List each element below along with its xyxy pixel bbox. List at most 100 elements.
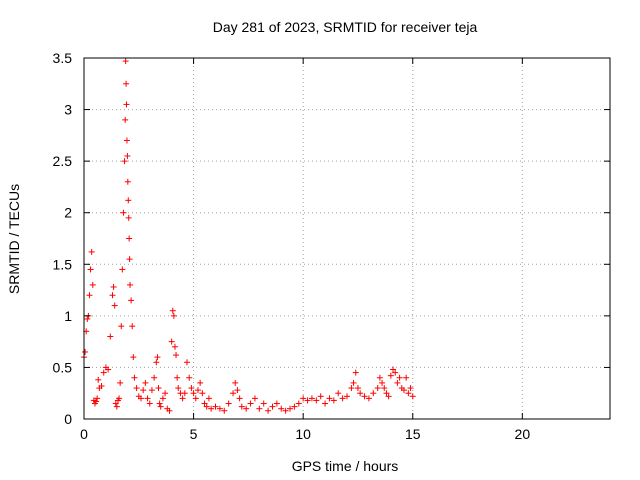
data-point <box>352 369 359 376</box>
data-point <box>179 395 186 402</box>
data-point <box>409 393 416 400</box>
y-tick-label: 3.5 <box>53 50 73 66</box>
data-point <box>128 297 135 304</box>
data-point <box>291 403 298 410</box>
data-point <box>110 283 117 290</box>
data-point <box>190 390 197 397</box>
data-point <box>247 400 254 407</box>
data-point <box>159 395 166 402</box>
data-point <box>123 101 130 108</box>
data-point <box>278 405 285 412</box>
x-axis-title: GPS time / hours <box>292 458 399 474</box>
data-point <box>124 178 131 185</box>
data-point <box>95 376 102 383</box>
data-point <box>146 400 153 407</box>
data-point <box>405 390 412 397</box>
data-point <box>313 397 320 404</box>
data-point <box>344 393 350 400</box>
data-point <box>354 385 361 392</box>
x-tick-label: 15 <box>405 426 421 442</box>
data-point <box>157 403 164 410</box>
data-point <box>376 374 383 381</box>
data-point <box>365 395 372 402</box>
x-tick-label: 10 <box>295 426 311 442</box>
data-point <box>113 403 120 410</box>
data-point <box>300 395 307 402</box>
data-point <box>201 400 208 407</box>
data-point <box>396 374 403 381</box>
data-point <box>162 390 169 397</box>
data-point <box>181 390 188 397</box>
data-point <box>394 379 401 386</box>
data-point <box>109 292 116 299</box>
data-point <box>361 393 368 400</box>
data-point <box>144 395 151 402</box>
x-tick-label: 20 <box>515 426 531 442</box>
data-point <box>137 395 144 402</box>
data-point <box>212 403 219 410</box>
data-point <box>335 390 342 397</box>
data-point <box>234 387 241 394</box>
data-point <box>125 214 132 221</box>
data-point <box>322 400 329 407</box>
data-point <box>256 405 263 412</box>
data-point <box>287 405 294 412</box>
data-point <box>232 379 239 386</box>
data-point <box>119 266 126 273</box>
data-point <box>243 405 250 412</box>
data-point <box>112 400 119 407</box>
data-point <box>221 407 228 414</box>
data-point <box>133 385 140 392</box>
data-point <box>93 398 100 405</box>
data-point <box>122 116 129 123</box>
data-point <box>330 397 337 404</box>
data-point <box>111 302 118 309</box>
data-point <box>317 393 324 400</box>
data-point <box>230 390 237 397</box>
data-point <box>89 281 96 288</box>
data-point <box>236 395 243 402</box>
data-point <box>308 395 315 402</box>
grid <box>84 58 610 419</box>
data-point <box>116 395 123 402</box>
data-point <box>122 58 129 65</box>
data-point <box>282 407 289 414</box>
data-point <box>184 359 191 366</box>
data-point <box>370 390 377 397</box>
data-point <box>350 379 357 386</box>
x-tick-label: 5 <box>190 426 198 442</box>
y-tick-label: 0 <box>64 411 72 427</box>
data-point <box>84 315 91 322</box>
data-point <box>171 343 178 350</box>
data-point <box>166 407 173 414</box>
data-point <box>154 354 161 361</box>
data-point <box>126 256 133 263</box>
data-point <box>170 312 177 319</box>
data-point <box>400 387 407 394</box>
x-tick-label: 0 <box>80 426 88 442</box>
data-point <box>153 359 160 366</box>
data-point <box>390 366 397 373</box>
data-point <box>208 405 215 412</box>
data-point <box>82 348 89 355</box>
data-point <box>203 403 210 410</box>
data-point <box>407 385 414 392</box>
data-point <box>151 374 158 381</box>
y-tick-label: 2.5 <box>53 153 73 169</box>
data-point <box>125 197 132 204</box>
data-point <box>357 390 364 397</box>
data-point <box>392 369 399 376</box>
data-point <box>186 374 193 381</box>
data-point <box>142 379 149 386</box>
data-point <box>265 407 272 414</box>
data-point <box>197 379 204 386</box>
data-point <box>88 248 95 255</box>
data-point <box>339 395 346 402</box>
y-tick-label: 3 <box>64 102 72 118</box>
data-point <box>169 307 176 314</box>
data-point <box>216 405 223 412</box>
data-point <box>140 387 147 394</box>
data-point <box>126 235 133 242</box>
data-point <box>127 281 134 288</box>
data-point <box>383 390 390 397</box>
